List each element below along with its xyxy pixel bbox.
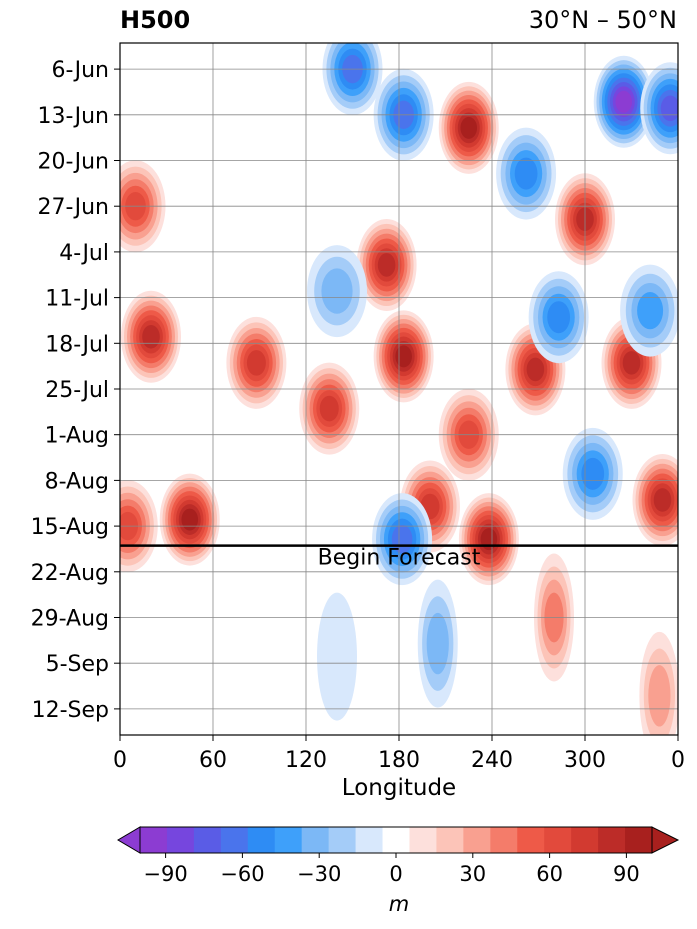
colorbar-segment [301, 827, 330, 853]
anomaly-contour-25-2 [321, 268, 353, 314]
anomaly-contour-24-3 [637, 292, 664, 330]
x-axis-label: Longitude [341, 775, 457, 801]
anomaly-contour-9-7 [142, 324, 160, 349]
x-tick-label: 180 [378, 748, 420, 773]
x-tick-label: 300 [564, 748, 606, 773]
y-tick-label: 27-Jun [37, 195, 109, 220]
anomaly-contour-20-7 [653, 488, 672, 512]
chart-title: H500 [120, 6, 191, 34]
colorbar-tick-label: 0 [389, 862, 402, 886]
colorbar-segment [625, 827, 653, 853]
y-tick-label: 6-Jun [51, 58, 109, 83]
y-tick-label: 15-Aug [31, 515, 109, 540]
anomaly-contour-16-8 [181, 508, 199, 531]
x-tick-label: 240 [471, 748, 513, 773]
colorbar-tick-label: 90 [613, 862, 640, 886]
y-tick-label: 8-Aug [45, 469, 109, 494]
y-tick-label: 1-Aug [45, 424, 109, 449]
colorbar-segment [544, 827, 572, 853]
forecast-annotation: Begin Forecast [318, 546, 481, 571]
y-tick-label: 13-Jun [37, 104, 109, 129]
colorbar-segment [355, 827, 384, 853]
colorbar-tick-label: −30 [297, 862, 341, 886]
colorbar-tick-label: −60 [220, 862, 264, 886]
colorbar-segment [220, 827, 249, 853]
anomaly-contour-11-8 [395, 345, 412, 368]
colorbar-segment [571, 827, 599, 853]
x-tick-label: 120 [285, 748, 327, 773]
anomaly-contour-21-4 [581, 457, 605, 490]
colorbar-segment [382, 827, 411, 853]
anomaly-contour-8-7 [377, 253, 396, 277]
anomaly-contour-23-4 [547, 301, 571, 334]
y-tick-label: 12-Sep [32, 698, 109, 723]
y-tick-label: 29-Aug [31, 606, 109, 631]
x-tick-label: 0 [671, 748, 685, 773]
colorbar-tick-label: −90 [143, 862, 187, 886]
anomaly-contour-27-2 [648, 665, 671, 727]
colorbar-segment [166, 827, 195, 853]
anomaly-contour-1-6 [660, 95, 678, 122]
colorbar-label: m [388, 892, 410, 916]
anomaly-contour-28-2 [426, 612, 449, 675]
anomaly-contour-0-8 [615, 90, 633, 113]
x-tick-label: 0 [113, 748, 127, 773]
y-tick-label: 18-Jul [45, 332, 109, 357]
colorbar-segment [517, 827, 545, 853]
x-tick-label: 60 [199, 748, 227, 773]
y-tick-label: 20-Jun [37, 150, 109, 175]
anomaly-contour-4-4 [514, 157, 538, 190]
anomaly-field [120, 43, 678, 735]
colorbar-segment [490, 827, 518, 853]
colorbar-segment [436, 827, 464, 853]
colorbar-segment [193, 827, 222, 853]
anomaly-contour-15-6 [319, 395, 339, 422]
colorbar-segment [328, 827, 357, 853]
y-tick-label: 22-Aug [31, 561, 109, 586]
colorbar-segment [598, 827, 626, 853]
colorbar-segment [409, 827, 438, 853]
colorbar-segment [463, 827, 491, 853]
anomaly-contour-13-7 [622, 351, 641, 375]
colorbar-over-arrow [651, 826, 680, 854]
y-tick-label: 11-Jul [45, 287, 109, 312]
y-tick-label: 4-Jul [59, 241, 109, 266]
colorbar-segment [140, 827, 168, 853]
colorbar-segment [247, 827, 276, 853]
colorbar-segment [274, 827, 303, 853]
y-tick-label: 5-Sep [46, 652, 109, 677]
colorbar-under-arrow [117, 826, 141, 854]
anomaly-contour-10-6 [246, 350, 266, 376]
y-tick-label: 25-Jul [45, 378, 109, 403]
colorbar-tick-label: 30 [459, 862, 486, 886]
colorbar-tick-label: 60 [536, 862, 563, 886]
anomaly-contour-5-8 [460, 116, 478, 139]
anomaly-contour-12-7 [526, 357, 545, 382]
chart-subtitle: 30°N – 50°N [528, 6, 677, 34]
anomaly-contour-29-0 [317, 592, 357, 721]
